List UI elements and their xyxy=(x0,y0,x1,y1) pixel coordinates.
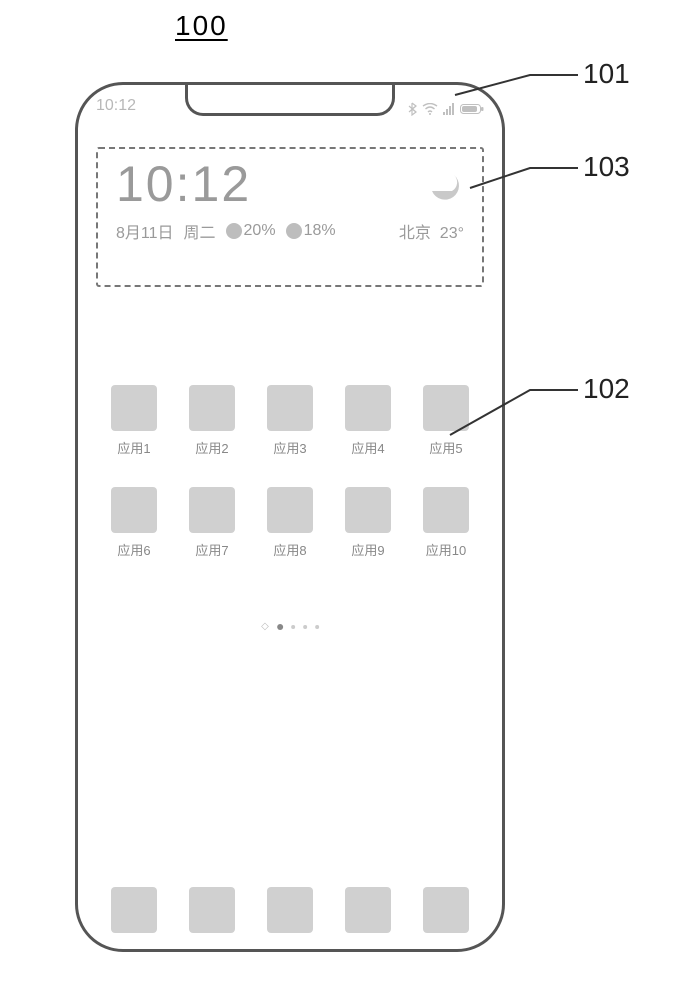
app-label: 应用3 xyxy=(273,438,306,457)
pager-dot xyxy=(315,625,319,629)
app-icon xyxy=(267,487,313,533)
app-icon xyxy=(345,487,391,533)
figure-canvas: 100 10:12 10:12 8月11日 xyxy=(0,0,676,1000)
dock xyxy=(102,887,478,933)
app-cell[interactable]: 应用5 xyxy=(414,385,478,457)
callout-102: 102 xyxy=(583,373,630,405)
dock-app[interactable] xyxy=(258,887,322,933)
widget-date: 8月11日 xyxy=(116,219,174,243)
app-label: 应用5 xyxy=(429,438,462,457)
app-icon xyxy=(189,385,235,431)
weather-clock-widget[interactable]: 10:12 8月11日 周二 20% 18% 北京 23° xyxy=(96,147,484,287)
app-icon xyxy=(189,487,235,533)
page-indicator[interactable]: ◇ xyxy=(261,621,319,632)
app-cell[interactable]: 应用2 xyxy=(180,385,244,457)
app-icon xyxy=(111,887,157,933)
figure-number: 100 xyxy=(175,10,228,42)
widget-clock: 10:12 xyxy=(116,159,251,209)
phone-frame: 10:12 10:12 8月11日 周二 20% 18 xyxy=(75,82,505,952)
widget-temp: 23° xyxy=(440,225,464,242)
status-icons xyxy=(408,97,484,121)
app-icon xyxy=(345,887,391,933)
app-cell[interactable]: 应用8 xyxy=(258,487,322,559)
widget-right-info: 北京 23° xyxy=(399,219,464,243)
weather-icon xyxy=(418,165,464,207)
widget-city: 北京 xyxy=(399,225,431,242)
app-cell[interactable]: 应用1 xyxy=(102,385,166,457)
app-label: 应用6 xyxy=(117,540,150,559)
app-icon xyxy=(345,385,391,431)
status-time: 10:12 xyxy=(96,97,136,121)
callout-101: 101 xyxy=(583,58,630,90)
dock-app[interactable] xyxy=(336,887,400,933)
app-label: 应用1 xyxy=(117,438,150,457)
callout-103: 103 xyxy=(583,151,630,183)
app-label: 应用4 xyxy=(351,438,384,457)
app-icon xyxy=(423,887,469,933)
app-cell[interactable]: 应用9 xyxy=(336,487,400,559)
stat2-icon xyxy=(286,223,302,239)
pager-dot xyxy=(303,625,307,629)
app-cell[interactable]: 应用3 xyxy=(258,385,322,457)
wifi-icon xyxy=(422,103,438,115)
app-label: 应用10 xyxy=(426,540,466,559)
app-cell[interactable]: 应用7 xyxy=(180,487,244,559)
app-icon xyxy=(111,487,157,533)
app-icon xyxy=(267,887,313,933)
app-cell[interactable]: 应用10 xyxy=(414,487,478,559)
widget-stat2: 18% xyxy=(286,222,336,240)
app-icon xyxy=(111,385,157,431)
dock-app[interactable] xyxy=(102,887,166,933)
pager-dot xyxy=(291,625,295,629)
widget-weekday: 周二 xyxy=(184,219,216,243)
app-label: 应用7 xyxy=(195,540,228,559)
stat1-icon xyxy=(226,223,242,239)
bt-icon xyxy=(408,102,418,116)
app-icon xyxy=(423,487,469,533)
dock-app[interactable] xyxy=(414,887,478,933)
app-icon xyxy=(189,887,235,933)
app-label: 应用9 xyxy=(351,540,384,559)
app-cell[interactable]: 应用4 xyxy=(336,385,400,457)
signal-icon xyxy=(442,103,456,115)
app-icon xyxy=(423,385,469,431)
pager-home-icon: ◇ xyxy=(261,621,269,632)
pager-dot xyxy=(277,624,283,630)
app-icon xyxy=(267,385,313,431)
app-label: 应用2 xyxy=(195,438,228,457)
widget-stat1: 20% xyxy=(226,222,276,240)
battery-icon xyxy=(460,103,484,115)
app-label: 应用8 xyxy=(273,540,306,559)
widget-left-info: 8月11日 周二 20% 18% xyxy=(116,219,336,243)
app-grid: 应用1 应用2 应用3 应用4 应用5 应用6 应用7 应用8 应用9 应用10 xyxy=(102,385,478,559)
status-bar: 10:12 xyxy=(78,97,502,121)
dock-app[interactable] xyxy=(180,887,244,933)
app-cell[interactable]: 应用6 xyxy=(102,487,166,559)
